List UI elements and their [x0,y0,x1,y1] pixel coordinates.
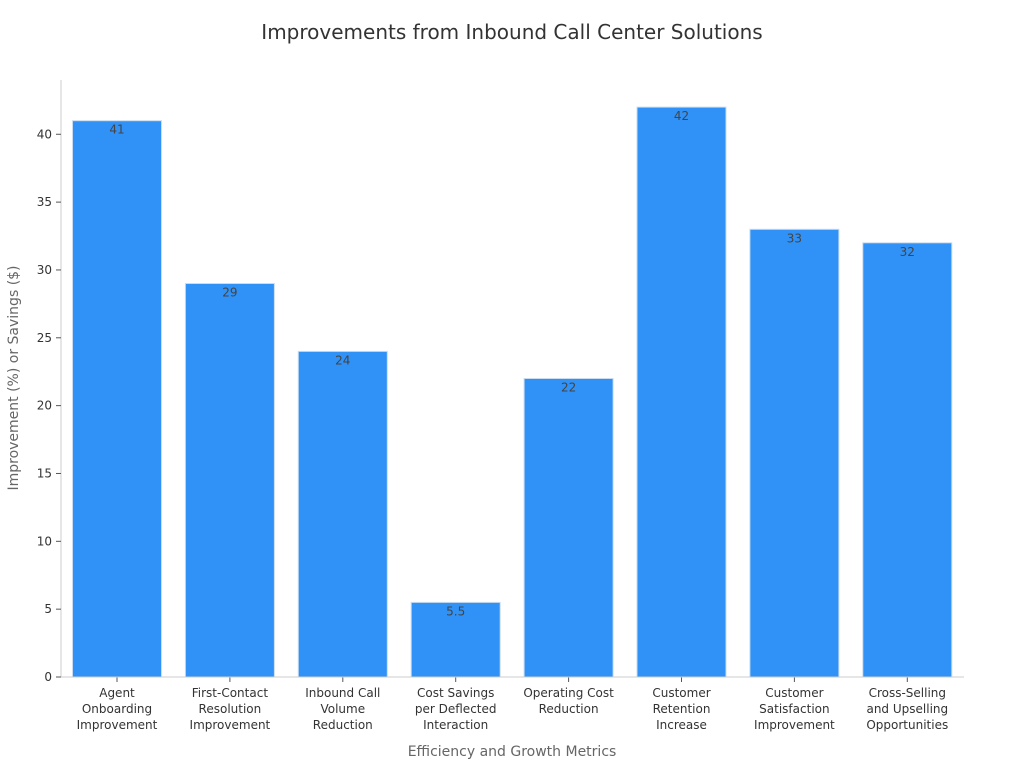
bar-data-label: 42 [674,109,689,123]
bar-data-label: 24 [335,353,350,367]
y-tick-label: 35 [37,195,52,209]
x-tick-label: Cost Savings per Deflected Interaction [415,686,497,732]
bar [523,378,614,678]
y-tick-label: 15 [37,466,52,480]
y-tick-label: 20 [37,399,52,413]
x-axis-title: Efficiency and Growth Metrics [408,744,617,760]
bar [410,601,501,678]
y-axis: 0 5 10 15 20 25 30 35 40 [37,80,62,684]
y-tick-label: 25 [37,331,52,345]
bar [297,350,388,678]
x-tick-label: Inbound Call Volume Reduction [305,686,380,732]
chart-title: Improvements from Inbound Call Center So… [261,20,763,44]
bar [72,120,162,678]
x-tick-label: Cross-Selling and Upselling Opportunities [866,686,948,732]
x-tick-label: Customer Satisfaction Improvement [754,686,835,732]
bar-data-label: 29 [222,286,237,300]
x-tick-label: Customer Retention Increase [652,686,710,732]
y-axis-title: Improvement (%) or Savings ($) [6,265,22,490]
x-tick-label: First-Contact Resolution Improvement [190,686,271,732]
x-tick-label: Agent Onboarding Improvement [77,686,158,732]
bar [184,283,275,678]
x-tick-label: Operating Cost Reduction [523,686,614,716]
y-tick-label: 5 [44,602,52,616]
bar [636,106,727,678]
y-tick-label: 10 [37,534,52,548]
bar [862,242,953,678]
y-tick-label: 30 [37,263,52,277]
bar [749,228,840,678]
y-tick-label: 0 [44,670,52,684]
y-tick-label: 40 [37,127,52,141]
bar-data-label: 33 [787,231,802,245]
bar-data-label: 32 [900,245,915,259]
bars-group: 41 29 24 5.5 22 42 33 32 [72,106,953,678]
bar-data-label: 22 [561,381,576,395]
bar-data-label: 5.5 [446,604,465,618]
bar-data-label: 41 [109,123,124,137]
x-axis: Agent Onboarding Improvement First-Contact R… [61,676,964,732]
